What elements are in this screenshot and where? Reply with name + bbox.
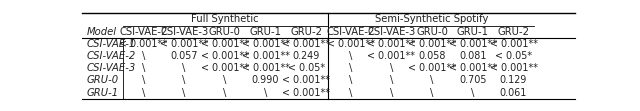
Text: \: \ — [431, 88, 434, 98]
Text: GRU-2: GRU-2 — [497, 27, 529, 37]
Text: < 0.001**: < 0.001** — [490, 63, 538, 73]
Text: \: \ — [142, 88, 145, 98]
Text: GRU-0: GRU-0 — [209, 27, 241, 37]
Text: CSI-VAE-2: CSI-VAE-2 — [86, 51, 136, 61]
Text: < 0.001**: < 0.001** — [408, 39, 456, 49]
Text: < 0.05*: < 0.05* — [495, 51, 532, 61]
Text: \: \ — [142, 51, 145, 61]
Text: CSI-VAE-3: CSI-VAE-3 — [86, 63, 136, 73]
Text: \: \ — [349, 75, 353, 85]
Text: < 0.001**: < 0.001** — [490, 39, 538, 49]
Text: GRU-1: GRU-1 — [457, 27, 489, 37]
Text: CSI-VAE-2: CSI-VAE-2 — [119, 27, 168, 37]
Text: GRU-0: GRU-0 — [86, 75, 118, 85]
Text: 0.705: 0.705 — [459, 75, 486, 85]
Text: \: \ — [349, 51, 353, 61]
Text: < 0.001**: < 0.001** — [160, 39, 208, 49]
Text: \: \ — [142, 75, 145, 85]
Text: < 0.001**: < 0.001** — [201, 39, 249, 49]
Text: < 0.001**: < 0.001** — [327, 39, 375, 49]
Text: CSI-VAE-2: CSI-VAE-2 — [326, 27, 375, 37]
Text: < 0.001**: < 0.001** — [367, 39, 415, 49]
Text: \: \ — [471, 88, 474, 98]
Text: Semi-Synthetic Spotify: Semi-Synthetic Spotify — [376, 14, 489, 24]
Text: < 0.001**: < 0.001** — [241, 63, 289, 73]
Text: < 0.001**: < 0.001** — [449, 39, 497, 49]
Text: < 0.05*: < 0.05* — [287, 63, 324, 73]
Text: \: \ — [390, 63, 393, 73]
Text: \: \ — [182, 88, 186, 98]
Text: CSI-VAE-3: CSI-VAE-3 — [367, 27, 415, 37]
Text: 0.249: 0.249 — [292, 51, 320, 61]
Text: \: \ — [264, 88, 267, 98]
Text: \: \ — [182, 75, 186, 85]
Text: 0.129: 0.129 — [500, 75, 527, 85]
Text: 0.058: 0.058 — [419, 51, 446, 61]
Text: < 0.001**: < 0.001** — [282, 75, 330, 85]
Text: < 0.001**: < 0.001** — [201, 51, 249, 61]
Text: 0.057: 0.057 — [170, 51, 198, 61]
Text: \: \ — [142, 63, 145, 73]
Text: 0.061: 0.061 — [500, 88, 527, 98]
Text: < 0.001**: < 0.001** — [282, 39, 330, 49]
Text: \: \ — [182, 63, 186, 73]
Text: 0.990: 0.990 — [252, 75, 279, 85]
Text: 0.081: 0.081 — [459, 51, 486, 61]
Text: GRU-1: GRU-1 — [250, 27, 282, 37]
Text: \: \ — [349, 88, 353, 98]
Text: < 0.001**: < 0.001** — [367, 51, 415, 61]
Text: CSI-VAE-3: CSI-VAE-3 — [160, 27, 208, 37]
Text: \: \ — [390, 75, 393, 85]
Text: < 0.001**: < 0.001** — [282, 88, 330, 98]
Text: \: \ — [349, 63, 353, 73]
Text: Model: Model — [86, 27, 116, 37]
Text: \: \ — [390, 88, 393, 98]
Text: < 0.001**: < 0.001** — [241, 51, 289, 61]
Text: \: \ — [223, 88, 227, 98]
Text: < 0.001**: < 0.001** — [201, 63, 249, 73]
Text: CSI-VAE-1: CSI-VAE-1 — [86, 39, 136, 49]
Text: \: \ — [223, 75, 227, 85]
Text: Full Synthetic: Full Synthetic — [191, 14, 259, 24]
Text: GRU-1: GRU-1 — [86, 88, 118, 98]
Text: < 0.001**: < 0.001** — [120, 39, 168, 49]
Text: < 0.001**: < 0.001** — [241, 39, 289, 49]
Text: GRU-0: GRU-0 — [416, 27, 448, 37]
Text: < 0.001**: < 0.001** — [449, 63, 497, 73]
Text: \: \ — [431, 75, 434, 85]
Text: GRU-2: GRU-2 — [290, 27, 322, 37]
Text: < 0.001**: < 0.001** — [408, 63, 456, 73]
